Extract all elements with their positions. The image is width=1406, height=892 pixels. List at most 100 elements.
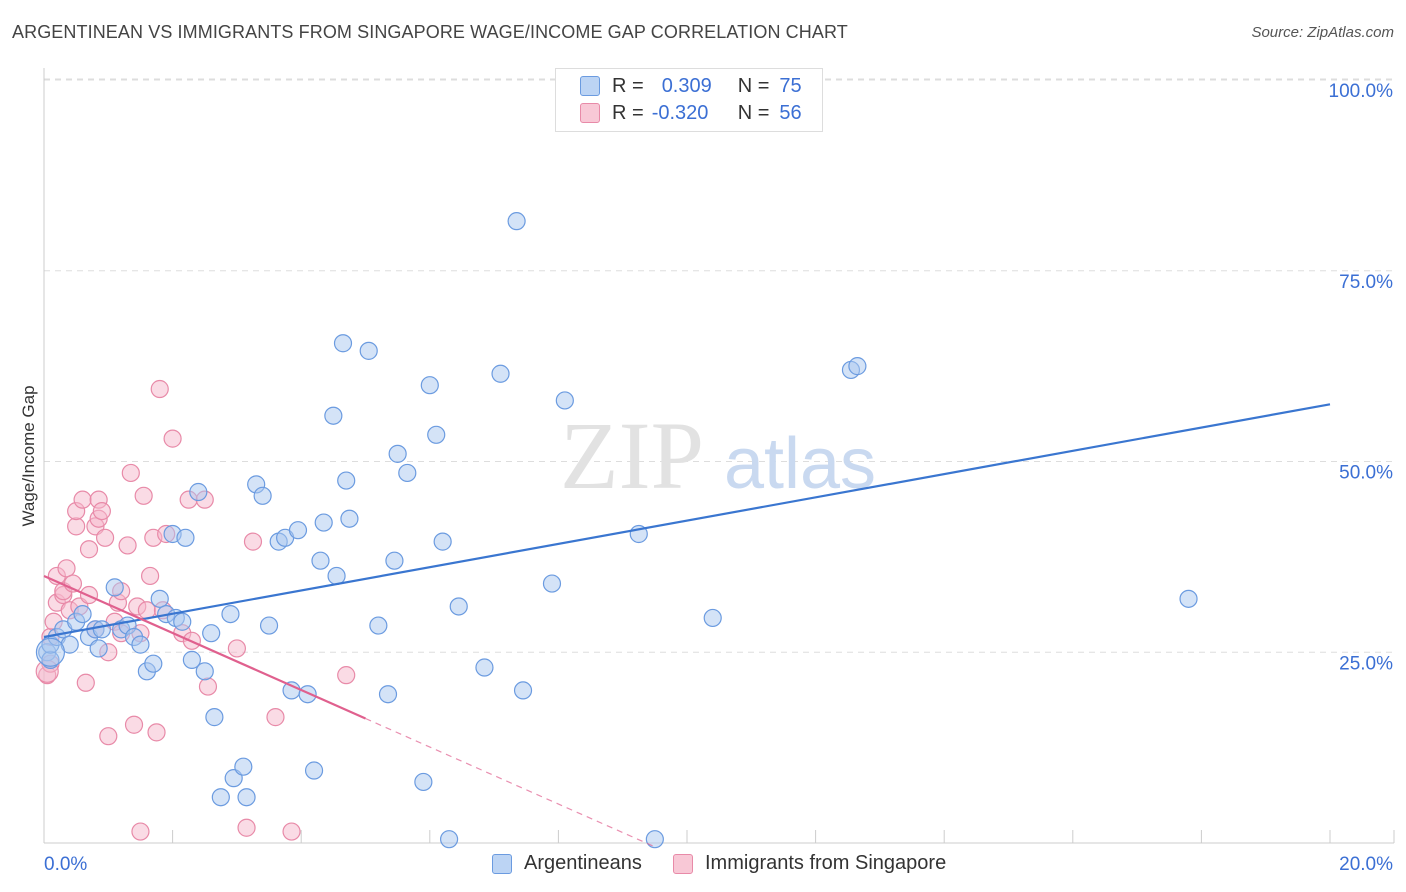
y-axis-title: Wage/Income Gap [19, 385, 38, 526]
argentinean-point[interactable] [304, 761, 324, 780]
singapore-trend-extension [365, 717, 656, 848]
singapore-point[interactable] [95, 528, 115, 547]
singapore-point[interactable] [121, 463, 140, 483]
source-label: Source: ZipAtlas.com [1251, 24, 1394, 41]
argentinean-point[interactable] [385, 551, 404, 570]
singapore-point[interactable] [134, 486, 153, 505]
singapore-point[interactable] [131, 822, 150, 841]
argentinean-point[interactable] [507, 212, 526, 231]
argentinean-point[interactable] [173, 612, 192, 631]
argentinean-point[interactable] [433, 532, 452, 551]
legend-n-label: N = [737, 74, 770, 97]
argentinean-point[interactable] [205, 708, 224, 727]
argentinean-point[interactable] [311, 551, 330, 570]
y-tick-label: 75.0% [1339, 272, 1393, 293]
argentinean-point[interactable] [333, 334, 353, 353]
argentinean-point[interactable] [703, 608, 722, 628]
argentinean-point[interactable] [420, 376, 439, 395]
argentinean-point[interactable] [555, 391, 574, 410]
singapore-point[interactable] [227, 639, 246, 658]
argentinean-point[interactable] [288, 521, 308, 540]
singapore-point[interactable] [140, 566, 160, 586]
argentinean-point[interactable] [314, 513, 333, 532]
singapore-point[interactable] [198, 677, 218, 696]
argentinean-point[interactable] [369, 616, 388, 635]
singapore-point[interactable] [57, 559, 76, 578]
argentinean-point[interactable] [144, 654, 163, 673]
argentinean-point[interactable] [92, 620, 111, 639]
argentinean-point[interactable] [359, 341, 378, 360]
argentinean-point[interactable] [337, 471, 356, 490]
argentinean-point[interactable] [60, 635, 79, 654]
legend-item-singapore[interactable]: Immigrants from Singapore [673, 852, 946, 875]
argentinean-point[interactable] [211, 788, 230, 807]
singapore-point[interactable] [163, 429, 182, 448]
argentinean-point[interactable] [475, 658, 494, 677]
singapore-point[interactable] [92, 501, 111, 521]
series-legend: Argentineans Immigrants from Singapore [0, 852, 1406, 878]
singapore-point[interactable] [79, 540, 99, 559]
x-tick-label-left: 0.0% [44, 854, 87, 875]
argentinean-point[interactable] [449, 597, 468, 616]
legend-r-value: 0.309 [661, 74, 712, 97]
argentinean-cluster-point[interactable] [35, 637, 66, 667]
argentinean-point[interactable] [73, 604, 92, 624]
argentinean-point[interactable] [89, 639, 108, 658]
singapore-point[interactable] [76, 673, 95, 692]
singapore-point[interactable] [147, 723, 166, 742]
argentinean-point[interactable] [150, 589, 169, 608]
argentinean-point[interactable] [282, 681, 301, 700]
argentinean-point[interactable] [414, 772, 433, 792]
argentinean-point[interactable] [189, 482, 208, 502]
singapore-point[interactable] [243, 532, 263, 551]
argentinean-point[interactable] [221, 604, 240, 624]
argentinean-point[interactable] [105, 578, 124, 597]
argentinean-point[interactable] [298, 685, 317, 704]
watermark-zip: ZIP [560, 402, 704, 509]
argentinean-point[interactable] [259, 616, 279, 635]
legend-row-singapore: R = -0.320 N = 56 [580, 100, 802, 126]
argentinean-point[interactable] [324, 406, 343, 425]
legend-label: Argentineans [524, 852, 642, 874]
argentinean-point[interactable] [848, 357, 867, 376]
singapore-point[interactable] [237, 818, 256, 837]
singapore-point[interactable] [124, 715, 144, 734]
argentinean-point[interactable] [237, 788, 256, 807]
legend-n-value: 75 [779, 74, 802, 97]
argentinean-point[interactable] [491, 364, 510, 383]
singapore-point[interactable] [282, 822, 301, 841]
correlation-legend: R = 0.309 N = 75 R = -0.320 N = 56 [555, 68, 823, 132]
argentinean-point[interactable] [439, 830, 459, 849]
argentinean-point[interactable] [176, 528, 195, 547]
argentinean-point[interactable] [202, 624, 221, 643]
argentinean-point[interactable] [645, 830, 664, 849]
argentinean-point[interactable] [182, 650, 201, 669]
y-tick-label: 25.0% [1339, 653, 1393, 674]
singapore-trend-line [43, 574, 366, 720]
argentinean-point[interactable] [388, 444, 407, 463]
argentinean-point[interactable] [513, 681, 533, 700]
argentinean-point[interactable] [195, 662, 214, 681]
legend-r-value: -0.320 [651, 101, 709, 124]
argentinean-point[interactable] [427, 425, 446, 444]
x-tick-label-right: 20.0% [1339, 854, 1393, 875]
legend-label: Immigrants from Singapore [705, 852, 947, 874]
singapore-point[interactable] [73, 490, 92, 509]
singapore-point[interactable] [266, 708, 285, 727]
argentinean-point[interactable] [1179, 589, 1198, 608]
singapore-point[interactable] [67, 517, 86, 536]
argentinean-point[interactable] [234, 757, 253, 776]
singapore-point[interactable] [150, 379, 169, 399]
argentinean-point[interactable] [253, 486, 272, 505]
argentinean-point[interactable] [131, 635, 150, 654]
argentinean-point[interactable] [378, 685, 398, 704]
legend-item-argentineans[interactable]: Argentineans [492, 852, 642, 875]
singapore-point[interactable] [118, 536, 137, 555]
singapore-point[interactable] [99, 727, 118, 746]
argentinean-point[interactable] [398, 463, 417, 483]
argentinean-point[interactable] [542, 574, 562, 593]
legend-swatch-blue [492, 853, 512, 874]
argentinean-point[interactable] [340, 509, 359, 528]
singapore-point[interactable] [337, 666, 356, 685]
